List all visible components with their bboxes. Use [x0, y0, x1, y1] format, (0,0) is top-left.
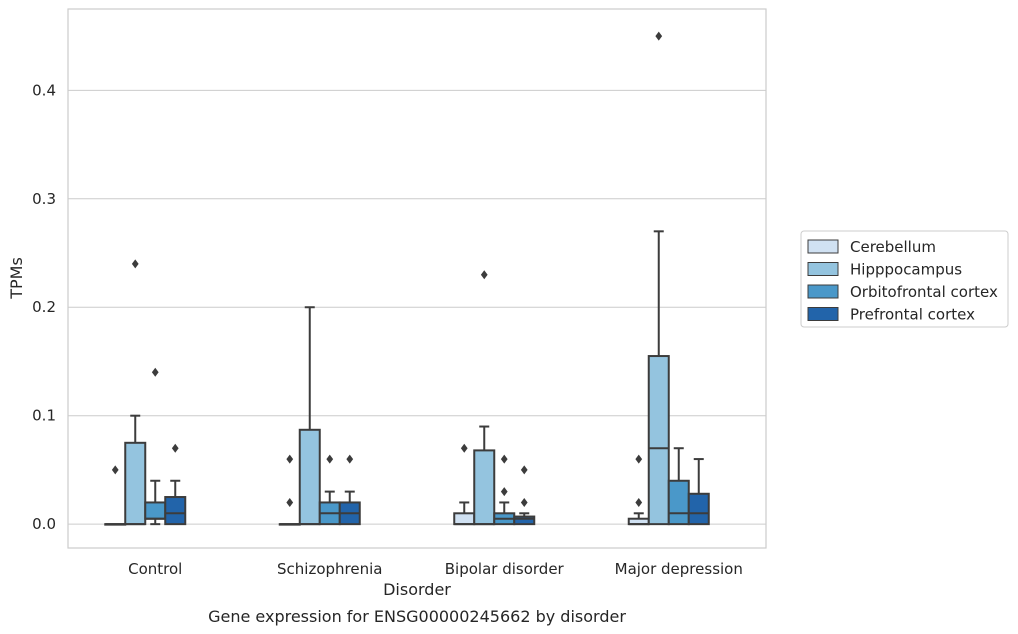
box-1-3 [338, 454, 361, 526]
legend-label: Prefrontal cortex [850, 306, 975, 324]
outlier-point [151, 367, 159, 377]
outlier-point [500, 487, 508, 497]
outlier-point [286, 497, 294, 507]
x-axis-label: Disorder [383, 580, 451, 599]
legend-frame [800, 230, 1009, 328]
box-3-0 [627, 512, 650, 526]
legend-swatch [807, 307, 839, 321]
outlier-point [111, 465, 119, 475]
box-0-1 [124, 259, 147, 526]
outlier-point [655, 31, 663, 41]
outlier-point [500, 454, 508, 464]
outlier-point [346, 454, 354, 464]
plot-area: 0.0 0.1 0.2 0.3 0.4 Control Schizophrenia Bipol… [32, 8, 767, 578]
legend: Cerebellum Hipppocampus Orbitofrontal cort… [800, 230, 1009, 328]
box-1-2 [318, 454, 341, 526]
x-tick-label: Major depression [615, 560, 743, 578]
box-1-0 [278, 523, 301, 526]
legend-label: Orbitofrontal cortex [850, 283, 998, 301]
box-0-0 [104, 523, 127, 526]
box-2-0 [453, 501, 476, 526]
outlier-point [635, 454, 643, 464]
box-0-3 [164, 443, 187, 526]
x-tick-label: Schizophrenia [277, 560, 382, 578]
box-1-1 [298, 306, 321, 526]
outlier-point [520, 497, 528, 507]
outlier-point [326, 454, 334, 464]
box-body [453, 512, 476, 526]
box-2-3 [513, 465, 536, 526]
outlier-point [131, 259, 139, 269]
box-body [298, 428, 321, 526]
box-body [124, 441, 147, 526]
legend-swatch [807, 262, 839, 276]
y-tick-label: 0.1 [32, 407, 56, 425]
box-body [144, 501, 167, 520]
outlier-point [480, 270, 488, 280]
legend-swatch [807, 239, 839, 254]
box-3-1 [647, 31, 670, 526]
legend-label: Cerebellum [850, 238, 936, 256]
x-tick-label: Control [128, 560, 182, 578]
y-tick-label: 0.0 [32, 515, 56, 533]
y-tick-label: 0.3 [32, 190, 56, 208]
x-tick-label: Bipolar disorder [445, 560, 565, 578]
box-body [647, 355, 670, 526]
box-body [164, 496, 187, 526]
box-3-3 [687, 458, 710, 526]
y-tick-label: 0.2 [32, 298, 56, 316]
box-2-1 [473, 270, 496, 526]
box-3-2 [667, 447, 690, 526]
plot-frame [67, 8, 767, 549]
box-body [513, 515, 536, 526]
box-0-2 [144, 367, 167, 526]
outlier-point [635, 497, 643, 507]
box-body [667, 479, 690, 526]
chart-caption: Gene expression for ENSG00000245662 by d… [208, 607, 626, 626]
box-body [687, 492, 710, 526]
outlier-point [171, 443, 179, 453]
box-body [473, 449, 496, 526]
legend-label: Hipppocampus [850, 261, 962, 279]
legend-swatch [807, 284, 839, 299]
y-tick-label: 0.4 [32, 81, 56, 99]
y-axis-label: TPMs [7, 257, 26, 300]
outlier-point [460, 443, 468, 453]
outlier-point [286, 454, 294, 464]
outlier-point [520, 465, 528, 475]
box-2-2 [493, 454, 516, 526]
